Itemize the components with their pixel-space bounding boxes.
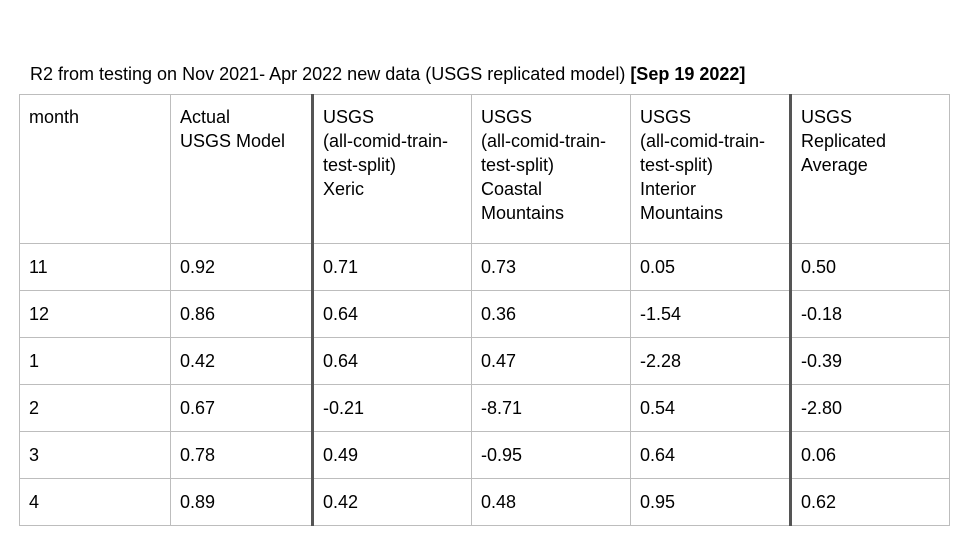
table-cell: 0.67 <box>170 384 313 432</box>
table-cell: 0.06 <box>789 431 950 479</box>
table-row: 12 0.86 0.64 0.36 -1.54 -0.18 <box>19 290 950 338</box>
title-date: [Sep 19 2022] <box>630 64 746 84</box>
table-cell: -0.95 <box>471 431 631 479</box>
table-cell: 0.42 <box>311 478 472 526</box>
table-cell: 0.73 <box>471 243 631 291</box>
table-cell: -0.18 <box>789 290 950 338</box>
table-cell: 0.36 <box>471 290 631 338</box>
table-cell: 0.95 <box>630 478 791 526</box>
table-cell: 2 <box>19 384 171 432</box>
table-cell: 4 <box>19 478 171 526</box>
table-cell: 0.49 <box>311 431 472 479</box>
header-cell: month <box>19 94 171 244</box>
title-text: R2 from testing on Nov 2021- Apr 2022 ne… <box>30 64 631 84</box>
table-cell: 3 <box>19 431 171 479</box>
table-cell: -8.71 <box>471 384 631 432</box>
table-cell: 0.05 <box>630 243 791 291</box>
table-cell: -2.80 <box>789 384 950 432</box>
table-row: 11 0.92 0.71 0.73 0.05 0.50 <box>19 243 950 291</box>
table-cell: 0.86 <box>170 290 313 338</box>
table-cell: 0.64 <box>311 290 472 338</box>
table-cell: 12 <box>19 290 171 338</box>
table-cell: 0.50 <box>789 243 950 291</box>
header-cell: USGS (all-comid-train- test-split) Xeric <box>311 94 472 244</box>
table-cell: 0.64 <box>311 337 472 385</box>
table-cell: 0.89 <box>170 478 313 526</box>
table-cell: 0.48 <box>471 478 631 526</box>
page-title: R2 from testing on Nov 2021- Apr 2022 ne… <box>30 63 745 85</box>
table-cell: -0.21 <box>311 384 472 432</box>
table-row: 4 0.89 0.42 0.48 0.95 0.62 <box>19 478 950 526</box>
table-cell: 0.42 <box>170 337 313 385</box>
table-cell: 0.54 <box>630 384 791 432</box>
results-table: month Actual USGS Model USGS (all-comid-… <box>19 94 950 526</box>
table-cell: -2.28 <box>630 337 791 385</box>
table-cell: -1.54 <box>630 290 791 338</box>
header-cell: Actual USGS Model <box>170 94 313 244</box>
table-cell: 0.47 <box>471 337 631 385</box>
table-row: 3 0.78 0.49 -0.95 0.64 0.06 <box>19 431 950 479</box>
table-cell: 0.78 <box>170 431 313 479</box>
table-cell: 0.64 <box>630 431 791 479</box>
header-cell: USGS (all-comid-train- test-split) Coast… <box>471 94 631 244</box>
table-cell: 1 <box>19 337 171 385</box>
table-cell: -0.39 <box>789 337 950 385</box>
table-cell: 0.92 <box>170 243 313 291</box>
table-cell: 0.71 <box>311 243 472 291</box>
header-cell: USGS Replicated Average <box>789 94 950 244</box>
header-cell: USGS (all-comid-train- test-split) Inter… <box>630 94 791 244</box>
table-cell: 11 <box>19 243 171 291</box>
table-cell: 0.62 <box>789 478 950 526</box>
table-row: 1 0.42 0.64 0.47 -2.28 -0.39 <box>19 337 950 385</box>
table-row: 2 0.67 -0.21 -8.71 0.54 -2.80 <box>19 384 950 432</box>
header-row: month Actual USGS Model USGS (all-comid-… <box>19 94 950 244</box>
